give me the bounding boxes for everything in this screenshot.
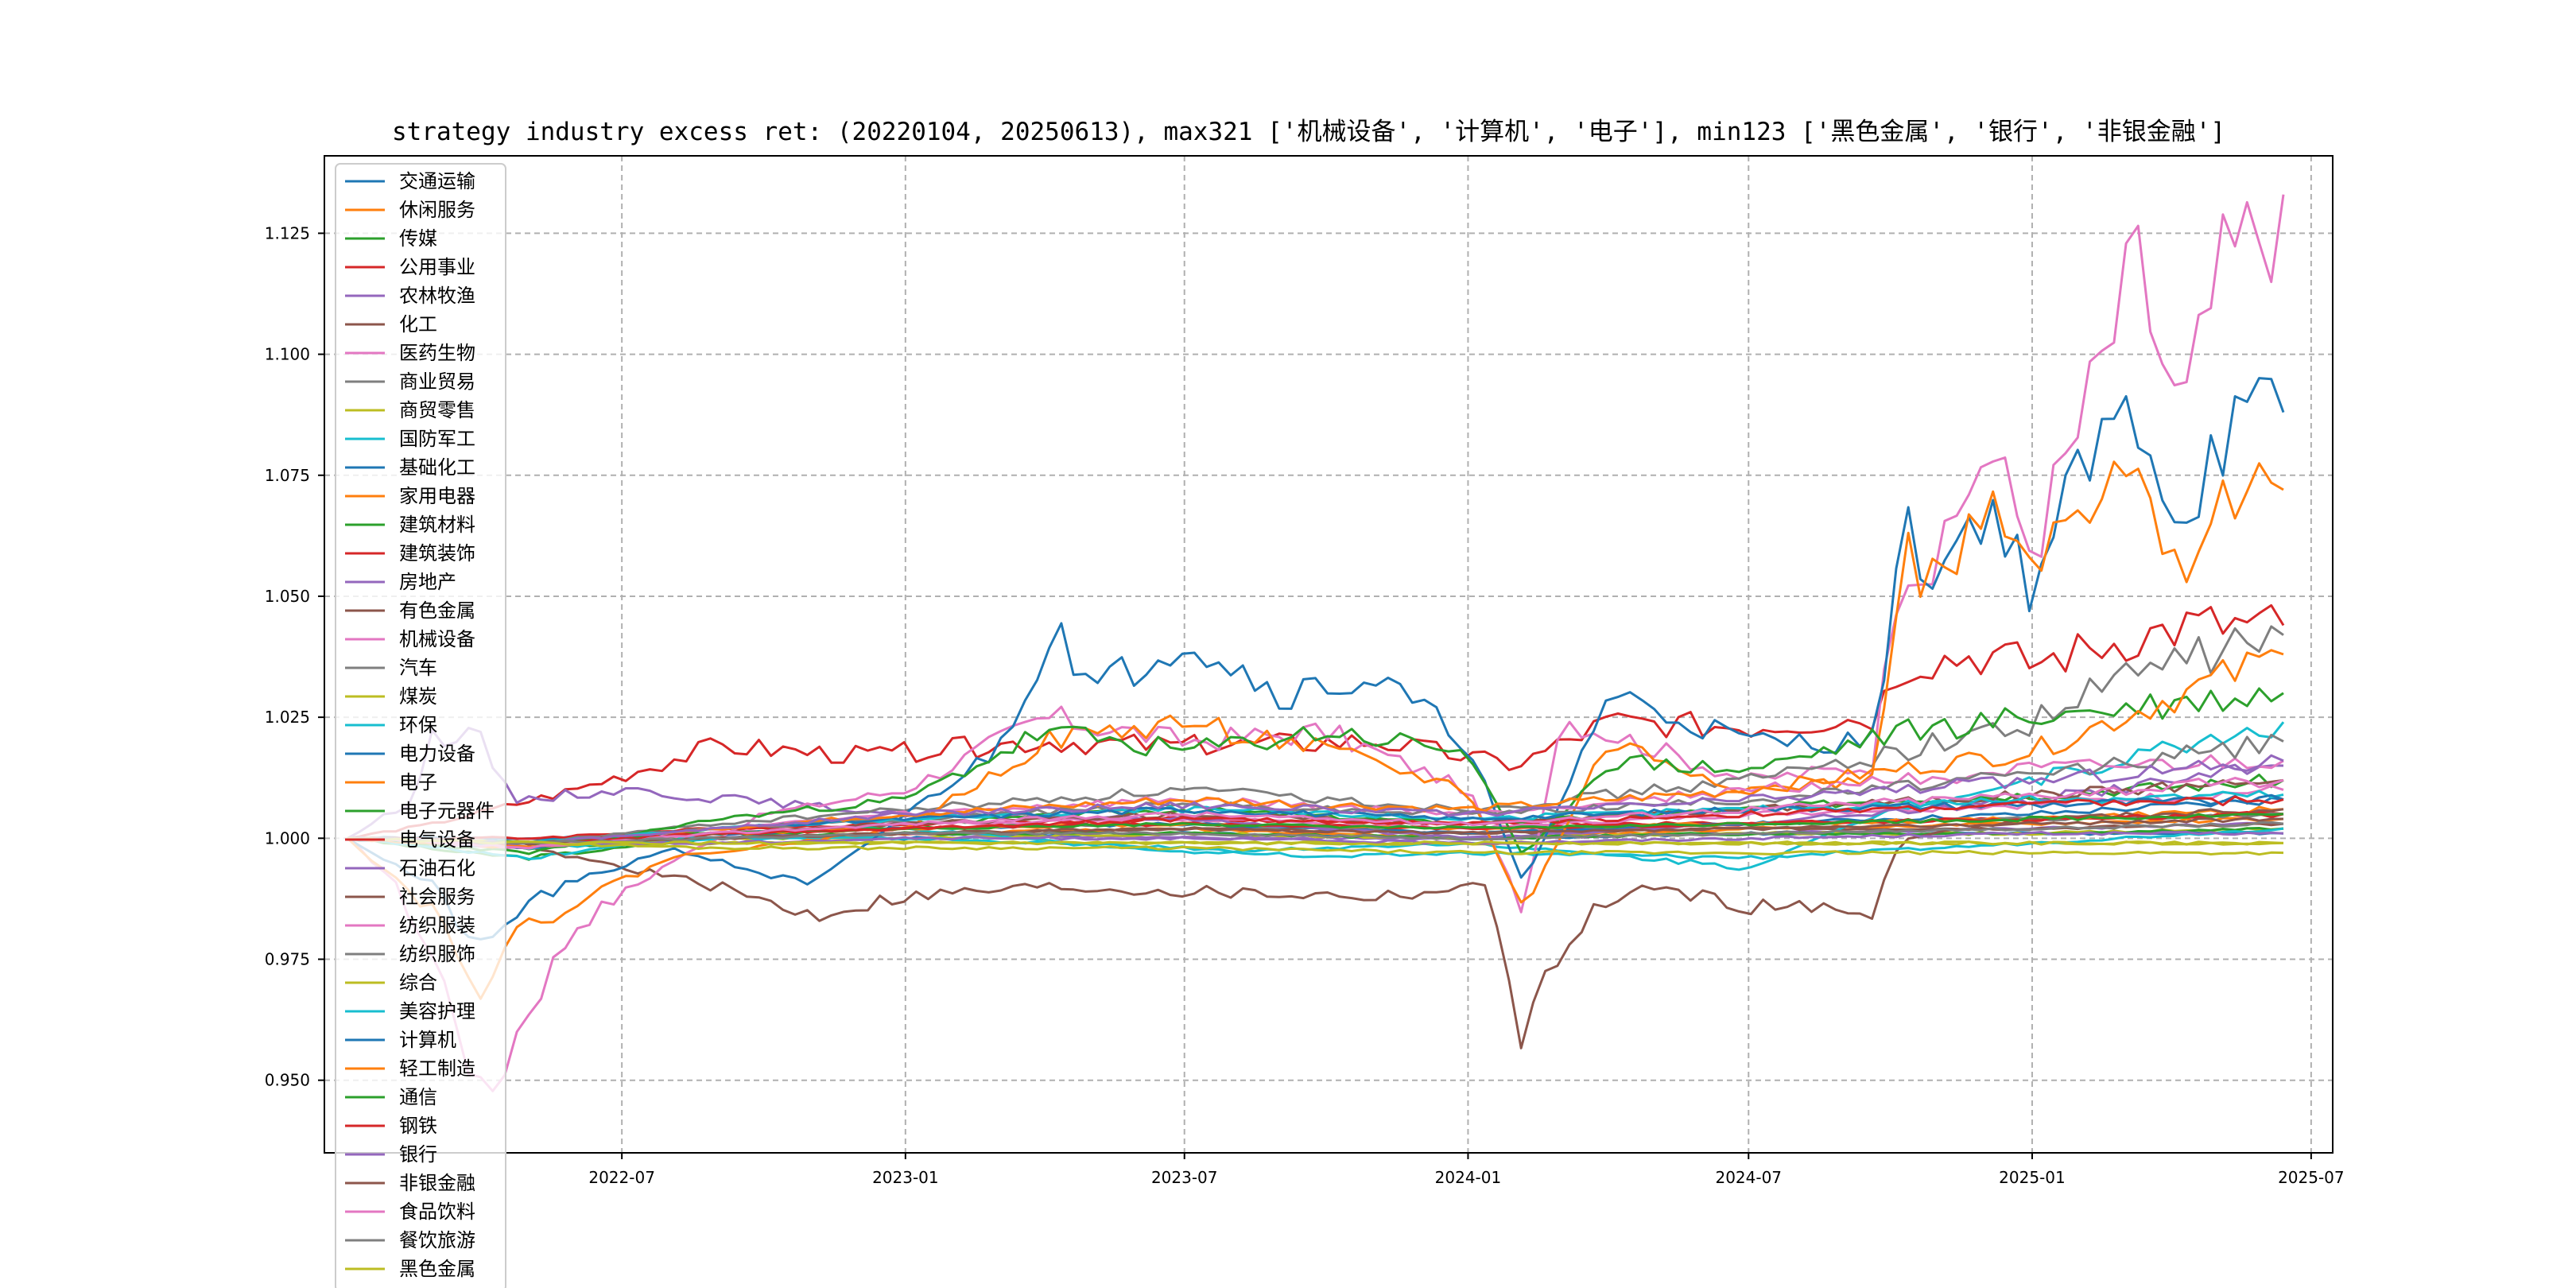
legend-label: 商贸零售 bbox=[399, 399, 475, 421]
legend-label: 环保 bbox=[399, 714, 437, 736]
y-axis: 0.950 0.975 1.000 1.025 1.050 1.075 1.100 1.125 bbox=[265, 223, 324, 1090]
plot-frame bbox=[324, 155, 2334, 1154]
series-line bbox=[347, 377, 2285, 941]
legend-label: 黑色金属 bbox=[399, 1258, 475, 1280]
legend-label: 煤炭 bbox=[399, 685, 437, 708]
x-tick-label: 2025-07 bbox=[2278, 1168, 2345, 1187]
legend-label: 电气设备 bbox=[399, 828, 475, 851]
x-tick-label: 2024-07 bbox=[1715, 1168, 1782, 1187]
series-line bbox=[347, 836, 2284, 846]
series-line bbox=[347, 460, 2284, 1000]
legend-label: 医药生物 bbox=[399, 342, 475, 364]
series-line bbox=[347, 687, 2284, 855]
x-tick-label: 2025-01 bbox=[1999, 1168, 2066, 1187]
legend-label: 石油石化 bbox=[399, 857, 475, 879]
legend-label: 家用电器 bbox=[399, 485, 475, 507]
series-line bbox=[347, 836, 2284, 856]
legend-label: 国防军工 bbox=[399, 428, 475, 450]
y-tick-label: 1.075 bbox=[265, 466, 310, 485]
y-tick-label: 1.050 bbox=[265, 587, 310, 606]
y-tick-label: 1.125 bbox=[265, 223, 310, 242]
legend-box bbox=[335, 163, 506, 1288]
legend-label: 纺织服装 bbox=[399, 914, 475, 937]
legend-label: 计算机 bbox=[399, 1029, 456, 1051]
legend-label: 电子 bbox=[399, 771, 437, 793]
legend-label: 美容护理 bbox=[399, 1000, 475, 1022]
series-lines bbox=[347, 194, 2285, 1092]
legend-label: 有色金属 bbox=[399, 599, 475, 622]
x-tick-label: 2023-01 bbox=[872, 1168, 939, 1187]
legend-label: 餐饮旅游 bbox=[399, 1229, 475, 1251]
x-tick-label: 2023-07 bbox=[1151, 1168, 1218, 1187]
legend-label: 银行 bbox=[399, 1143, 437, 1166]
series-line bbox=[347, 821, 2284, 845]
legend-label: 房地产 bbox=[399, 571, 456, 593]
series-line bbox=[347, 603, 2285, 840]
legend-label: 电力设备 bbox=[399, 743, 475, 765]
series-line bbox=[347, 777, 2284, 850]
legend-label: 建筑装饰 bbox=[399, 542, 475, 564]
legend-label: 机械设备 bbox=[399, 628, 475, 650]
legend-label: 轻工制造 bbox=[399, 1057, 475, 1080]
legend-label: 纺织服饰 bbox=[399, 943, 475, 965]
y-tick-label: 1.000 bbox=[265, 828, 310, 848]
legend-label: 食品饮料 bbox=[399, 1201, 475, 1223]
x-tick-label: 2024-01 bbox=[1435, 1168, 1502, 1187]
chart-title: strategy industry excess ret: (20220104,… bbox=[392, 118, 2225, 146]
legend-label: 综合 bbox=[399, 972, 437, 994]
legend-label: 汽车 bbox=[399, 657, 437, 679]
series-line bbox=[347, 194, 2285, 1092]
legend-label: 社会服务 bbox=[399, 886, 475, 908]
legend-label: 建筑材料 bbox=[399, 514, 475, 536]
legend-label: 非银金融 bbox=[399, 1172, 475, 1194]
legend-label: 通信 bbox=[399, 1086, 437, 1108]
legend-label: 化工 bbox=[399, 313, 437, 336]
legend-label: 休闲服务 bbox=[399, 199, 475, 221]
series-line bbox=[347, 754, 2284, 845]
legend-label: 钢铁 bbox=[399, 1115, 437, 1137]
y-tick-label: 1.025 bbox=[265, 708, 310, 727]
y-tick-label: 0.950 bbox=[265, 1071, 310, 1090]
y-tick-label: 1.100 bbox=[265, 345, 310, 364]
legend-label: 交通运输 bbox=[399, 170, 475, 192]
x-axis: 2022-07 2023-01 2023-07 2024-01 2024-07 2025-… bbox=[588, 1153, 2345, 1187]
legend-label: 公用事业 bbox=[399, 256, 475, 278]
x-tick-label: 2022-07 bbox=[588, 1168, 655, 1187]
legend-label: 基础化工 bbox=[399, 456, 475, 479]
legend-label: 传媒 bbox=[399, 227, 437, 250]
legend: 交通运输休闲服务传媒公用事业农林牧渔化工医药生物商业贸易商贸零售国防军工基础化工… bbox=[335, 163, 506, 1288]
y-tick-label: 0.975 bbox=[265, 950, 310, 969]
legend-label: 农林牧渔 bbox=[399, 285, 475, 307]
legend-label: 电子元器件 bbox=[399, 800, 495, 822]
legend-label: 商业贸易 bbox=[399, 370, 475, 393]
